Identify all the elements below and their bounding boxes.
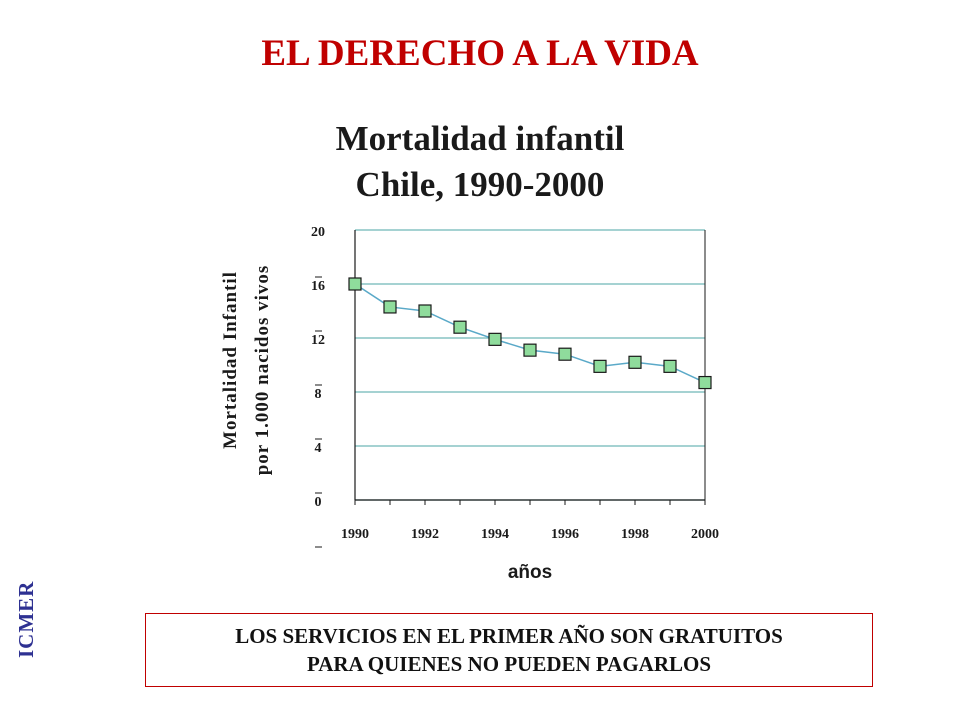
x-tick-label: 1996 <box>551 527 579 542</box>
data-point <box>383 300 397 314</box>
y-tick-label: 4 <box>315 441 322 456</box>
x-tick-label: 2000 <box>691 527 719 542</box>
y-tick-label: 8 <box>315 387 322 402</box>
y-tick-label: 16 <box>311 279 325 294</box>
slide-title: EL DERECHO A LA VIDA <box>261 33 699 74</box>
x-tick-label: 1992 <box>411 527 439 542</box>
data-point <box>663 359 677 373</box>
chart-title-line2: Chile, 1990-2000 <box>355 165 605 204</box>
data-point <box>453 320 467 334</box>
chart: 20 16 12 8 4 0 1990 1992 1994 1996 1998 2000 Morta… <box>220 225 719 583</box>
x-tick-label: 1990 <box>341 527 369 542</box>
y-axis-label-line1: Mortalidad Infantil <box>220 271 241 449</box>
x-axis-label: años <box>508 562 552 583</box>
data-point <box>523 343 537 357</box>
note-box: LOS SERVICIOS EN EL PRIMER AÑO SON GRATU… <box>145 613 873 687</box>
data-point <box>558 347 572 361</box>
y-axis-label-line2: por 1.000 nacidos vivos <box>252 265 273 476</box>
chart-title: Mortalidad infantil Chile, 1990-2000 <box>0 116 960 208</box>
icmer-side-label: ICMER <box>14 580 38 658</box>
chart-title-line1: Mortalidad infantil <box>335 119 625 158</box>
data-point <box>698 375 712 390</box>
series-line <box>354 283 706 384</box>
data-point <box>628 355 642 369</box>
x-tick-label: 1998 <box>621 527 649 542</box>
data-point <box>348 277 362 291</box>
y-tick-label: 20 <box>311 225 325 240</box>
data-point <box>418 304 432 318</box>
y-tick-label: 0 <box>315 495 322 510</box>
data-point <box>488 332 502 346</box>
note-line-2: PARA QUIENES NO PUEDEN PAGARLOS <box>306 652 712 676</box>
x-tick-label: 1994 <box>481 527 509 542</box>
y-tick-label: 12 <box>311 333 325 348</box>
note-line-1: LOS SERVICIOS EN EL PRIMER AÑO SON GRATU… <box>235 624 783 648</box>
data-point <box>593 359 607 373</box>
